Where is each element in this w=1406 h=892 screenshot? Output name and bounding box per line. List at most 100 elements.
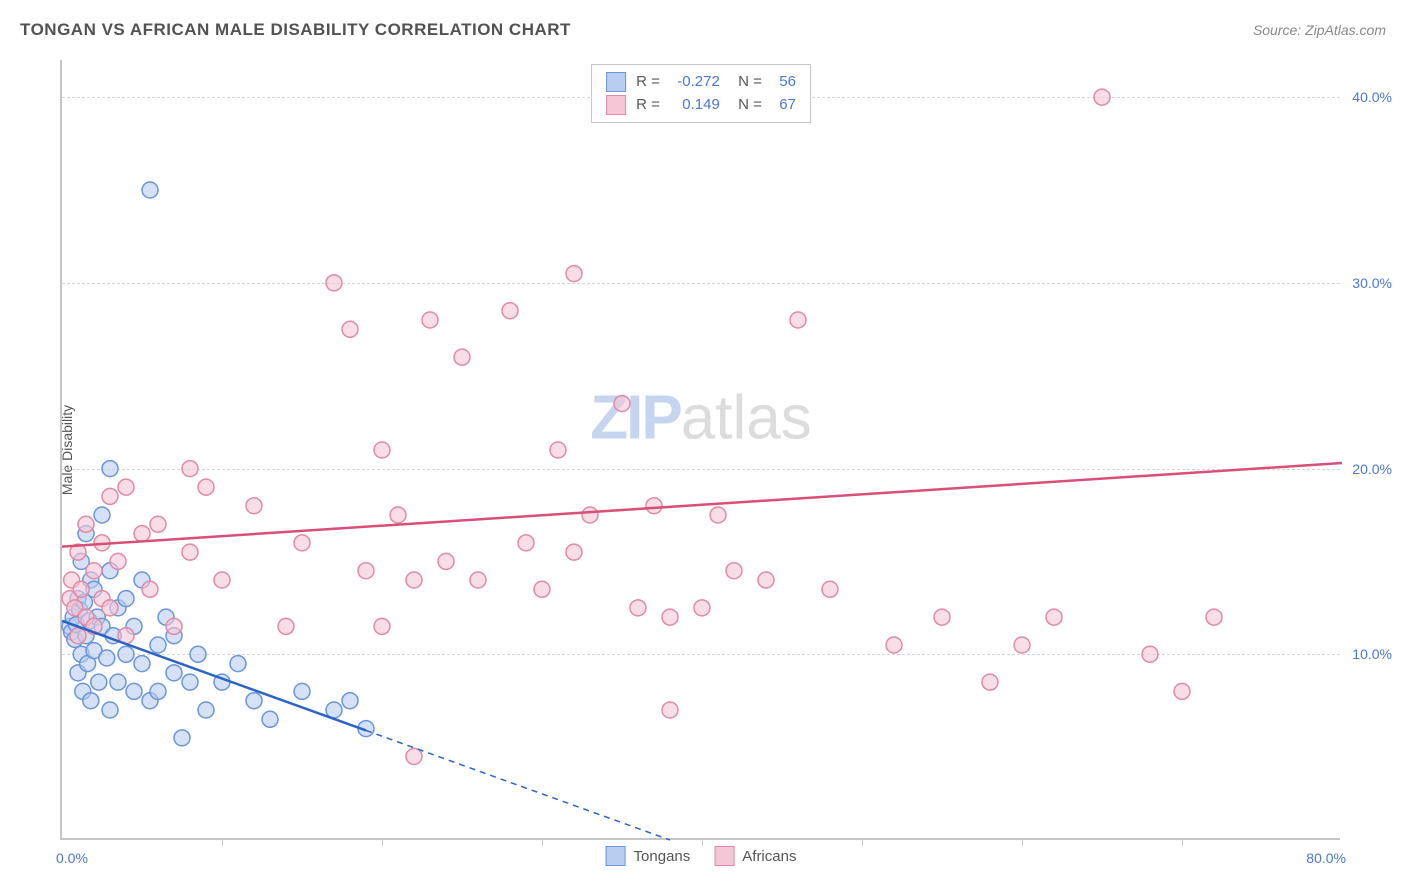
swatch-tongans	[606, 72, 626, 92]
swatch-africans	[606, 95, 626, 115]
legend-label-africans: Africans	[742, 848, 796, 865]
data-point	[694, 600, 710, 616]
legend-row-africans: R = 0.149 N = 67	[606, 94, 796, 117]
data-point	[934, 609, 950, 625]
data-point	[758, 572, 774, 588]
data-point	[374, 442, 390, 458]
legend-item-tongans: Tongans	[606, 846, 691, 866]
data-point	[134, 656, 150, 672]
data-point	[182, 461, 198, 477]
data-point	[102, 702, 118, 718]
data-point	[118, 646, 134, 662]
correlation-legend: R = -0.272 N = 56 R = 0.149 N = 67	[591, 64, 811, 123]
y-tick-label: 20.0%	[1352, 461, 1392, 477]
y-tick-label: 10.0%	[1352, 646, 1392, 662]
data-point	[142, 581, 158, 597]
data-point	[134, 526, 150, 542]
data-point	[790, 312, 806, 328]
r-value-tongans: -0.272	[670, 71, 720, 94]
data-point	[406, 572, 422, 588]
data-point	[246, 498, 262, 514]
data-point	[94, 507, 110, 523]
data-point	[99, 650, 115, 666]
data-point	[83, 693, 99, 709]
data-point	[190, 646, 206, 662]
data-point	[126, 683, 142, 699]
data-point	[1174, 683, 1190, 699]
data-point	[198, 479, 214, 495]
data-point	[454, 349, 470, 365]
r-label: R =	[636, 71, 660, 94]
data-point	[118, 479, 134, 495]
data-point	[91, 674, 107, 690]
y-tick-label: 40.0%	[1352, 89, 1392, 105]
data-point	[230, 656, 246, 672]
data-point	[518, 535, 534, 551]
data-point	[118, 591, 134, 607]
data-point	[662, 702, 678, 718]
data-point	[150, 683, 166, 699]
data-point	[1094, 89, 1110, 105]
data-point	[78, 516, 94, 532]
scatter-points	[62, 89, 1222, 764]
data-point	[566, 266, 582, 282]
legend-row-tongans: R = -0.272 N = 56	[606, 71, 796, 94]
data-point	[86, 563, 102, 579]
swatch-tongans	[606, 846, 626, 866]
data-point	[822, 581, 838, 597]
plot-svg	[62, 60, 1342, 840]
data-point	[166, 618, 182, 634]
r-label: R =	[636, 94, 660, 117]
data-point	[1014, 637, 1030, 653]
n-value-africans: 67	[772, 94, 796, 117]
data-point	[294, 535, 310, 551]
data-point	[70, 628, 86, 644]
y-tick-label: 30.0%	[1352, 275, 1392, 291]
data-point	[150, 516, 166, 532]
x-tick-label: 0.0%	[56, 850, 88, 866]
x-tick-label: 80.0%	[1306, 850, 1346, 866]
data-point	[886, 637, 902, 653]
data-point	[470, 572, 486, 588]
data-point	[1206, 609, 1222, 625]
data-point	[550, 442, 566, 458]
data-point	[342, 693, 358, 709]
data-point	[566, 544, 582, 560]
data-point	[102, 488, 118, 504]
data-point	[614, 396, 630, 412]
data-point	[374, 618, 390, 634]
data-point	[166, 665, 182, 681]
data-point	[110, 553, 126, 569]
chart-header: TONGAN VS AFRICAN MALE DISABILITY CORREL…	[20, 20, 1386, 40]
trend-line-extrapolated	[366, 730, 670, 840]
data-point	[342, 321, 358, 337]
data-point	[278, 618, 294, 634]
data-point	[198, 702, 214, 718]
r-value-africans: 0.149	[670, 94, 720, 117]
data-point	[582, 507, 598, 523]
data-point	[182, 674, 198, 690]
n-label: N =	[730, 94, 762, 117]
legend-label-tongans: Tongans	[634, 848, 691, 865]
swatch-africans	[714, 846, 734, 866]
data-point	[174, 730, 190, 746]
data-point	[422, 312, 438, 328]
series-legend: Tongans Africans	[606, 846, 797, 866]
data-point	[294, 683, 310, 699]
n-value-tongans: 56	[772, 71, 796, 94]
data-point	[1142, 646, 1158, 662]
data-point	[102, 600, 118, 616]
data-point	[726, 563, 742, 579]
data-point	[326, 275, 342, 291]
data-point	[630, 600, 646, 616]
data-point	[438, 553, 454, 569]
data-point	[1046, 609, 1062, 625]
data-point	[534, 581, 550, 597]
data-point	[262, 711, 278, 727]
data-point	[406, 748, 422, 764]
data-point	[142, 182, 158, 198]
data-point	[182, 544, 198, 560]
data-point	[646, 498, 662, 514]
chart-title: TONGAN VS AFRICAN MALE DISABILITY CORREL…	[20, 20, 571, 40]
data-point	[110, 674, 126, 690]
